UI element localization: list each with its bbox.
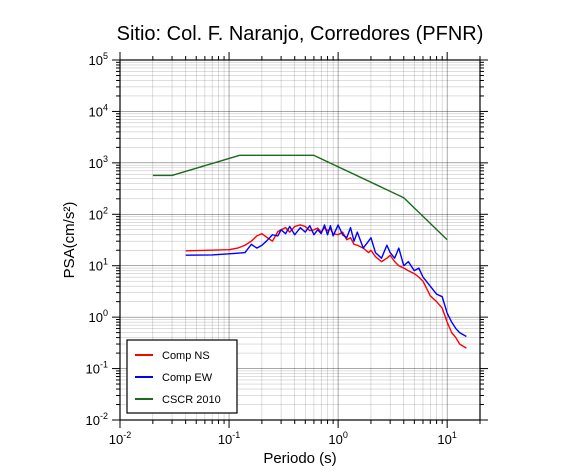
x-tick-label: 101 <box>437 430 456 447</box>
legend-label: Comp NS <box>162 350 210 362</box>
legend-label: CSCR 2010 <box>162 394 221 406</box>
y-tick-label: 103 <box>89 154 108 171</box>
y-tick-label: 105 <box>89 51 108 68</box>
y-tick-label: 10-2 <box>86 411 108 428</box>
plot-frame <box>119 59 481 421</box>
legend: Comp NS Comp EW CSCR 2010 <box>126 339 238 414</box>
grid-layer <box>119 59 481 421</box>
series-layer <box>152 154 467 349</box>
y-tick-label: 101 <box>89 257 108 274</box>
legend-label: Comp EW <box>162 372 213 384</box>
series-line-1 <box>185 224 467 349</box>
x-tick-label: 100 <box>328 430 347 447</box>
x-axis-label: Periodo (s) <box>263 450 336 467</box>
y-tick-label: 102 <box>89 205 108 222</box>
y-tick-label: 10-1 <box>86 360 108 377</box>
tick-layer: 10-2 10-1 100 101 10-2 10-1 100 101 102 103 104 105 <box>86 51 488 447</box>
x-tick-label: 10-1 <box>218 430 240 447</box>
series-line-2 <box>185 224 467 338</box>
y-tick-label: 100 <box>89 308 108 325</box>
chart-title: Sitio: Col. F. Naranjo, Corredores (PFNR… <box>117 23 484 45</box>
y-axis-label: PSA(cm/s²) <box>61 202 78 279</box>
x-tick-label: 10-2 <box>109 430 131 447</box>
y-tick-label: 104 <box>89 102 108 119</box>
series-line-3 <box>152 154 448 241</box>
